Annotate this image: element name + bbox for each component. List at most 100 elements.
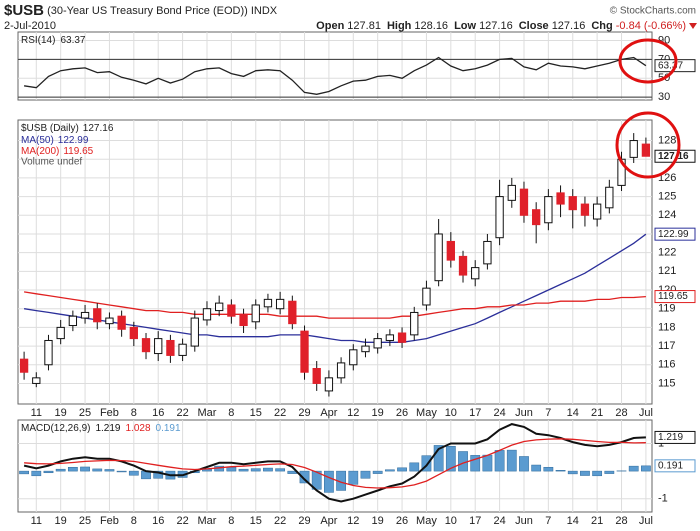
histogram-bar xyxy=(67,466,78,472)
x-tick-label: 19 xyxy=(372,407,384,419)
description: (30-Year US Treasury Bond Price (EOD)) xyxy=(47,5,248,17)
x-tick-label: 12 xyxy=(347,515,359,527)
last-value-label: 1.219 xyxy=(658,432,683,443)
x-tick-label: Jun xyxy=(515,515,533,527)
histogram-bar xyxy=(580,470,590,476)
last-value-label: 122.99 xyxy=(658,229,689,240)
chart-header: $USB (30-Year US Treasury Bond Price (EO… xyxy=(4,2,278,19)
candle-body xyxy=(641,143,651,157)
histogram-bar xyxy=(555,470,566,472)
legend-value: 1.028 xyxy=(126,423,151,434)
histogram-bar xyxy=(628,465,639,472)
last-value-box xyxy=(654,290,696,304)
candle-body xyxy=(312,368,321,384)
histogram-bar xyxy=(324,470,334,493)
last-value-label: 119.65 xyxy=(658,291,688,302)
legend-name: MA(50) xyxy=(21,135,54,146)
candle-body xyxy=(93,308,102,323)
histogram-bar xyxy=(19,470,29,475)
x-tick-label: 22 xyxy=(274,515,286,527)
quote-label: Low xyxy=(454,20,476,32)
candle-body xyxy=(105,317,114,325)
legend-entry: MA(50) 122.99 xyxy=(21,135,89,146)
x-tick-label: 21 xyxy=(591,407,603,419)
candle-body xyxy=(288,300,297,325)
y-tick-label: 125 xyxy=(658,191,676,203)
change-value: -0.84 xyxy=(616,20,641,32)
x-tick-label: Feb xyxy=(100,515,119,527)
x-tick-label: 19 xyxy=(55,407,67,419)
x-tick-label: 19 xyxy=(55,515,67,527)
candle-body xyxy=(410,311,419,336)
x-tick-label: 21 xyxy=(591,515,603,527)
histogram-bar xyxy=(531,464,542,472)
x-tick-label: 19 xyxy=(372,515,384,527)
candle-body xyxy=(300,330,309,373)
credit: © StockCharts.com xyxy=(610,6,696,17)
panel-frame xyxy=(17,419,653,513)
quote-label: Open xyxy=(316,20,344,32)
series-line xyxy=(23,291,646,319)
y-tick-label: 122 xyxy=(658,247,676,259)
candle-body xyxy=(373,338,382,349)
x-tick-label: Jun xyxy=(515,407,533,419)
histogram-bar xyxy=(31,470,42,477)
candle-body xyxy=(556,192,565,205)
x-tick-label: 8 xyxy=(131,407,137,419)
histogram-bar xyxy=(250,468,261,472)
y-tick-label: 30 xyxy=(658,91,670,103)
histogram-bar xyxy=(421,455,432,472)
histogram-bar xyxy=(116,470,127,473)
candle-body xyxy=(117,315,126,330)
candle-body xyxy=(422,287,431,306)
x-tick-label: May xyxy=(416,515,437,527)
plots: 30507090RSI(14)63.3763.37111925Feb81622M… xyxy=(17,31,696,527)
histogram-bar xyxy=(458,451,468,472)
histogram-bar xyxy=(372,470,383,474)
legend-value: 119.65 xyxy=(63,146,93,157)
last-value-label: 127.16 xyxy=(658,151,689,162)
legend: MACD(12,26,9) 1.219 1.028 0.191 xyxy=(21,423,181,434)
histogram-bar xyxy=(238,468,249,472)
x-tick-label: 25 xyxy=(79,515,91,527)
x-tick-label: 29 xyxy=(298,407,310,419)
x-tick-label: 10 xyxy=(445,515,457,527)
candle-body xyxy=(129,326,138,340)
quote-value: 128.16 xyxy=(414,20,448,32)
candle-body xyxy=(397,332,407,343)
x-tick-label: 26 xyxy=(396,407,408,419)
candle-body xyxy=(324,377,334,392)
change-label: Chg xyxy=(591,20,612,32)
histogram-bar xyxy=(263,467,273,472)
last-value-box xyxy=(654,459,696,473)
histogram-bar xyxy=(104,469,115,472)
histogram-bar xyxy=(43,470,54,474)
panel-frame xyxy=(17,119,653,405)
quote-value: 127.16 xyxy=(552,20,586,32)
x-tick-label: May xyxy=(416,407,437,419)
x-tick-label: 12 xyxy=(347,407,359,419)
histogram-bar xyxy=(567,470,578,475)
legend-value: 1.219 xyxy=(95,423,120,434)
candle-body xyxy=(349,349,358,366)
x-tick-label: 16 xyxy=(152,515,164,527)
candle-body xyxy=(483,240,492,265)
candle-body xyxy=(178,343,187,356)
x-tick-label: 11 xyxy=(31,407,42,419)
series-line xyxy=(23,423,646,503)
histogram-bar xyxy=(275,468,286,472)
series-line xyxy=(23,233,647,343)
x-tick-label: Apr xyxy=(320,515,337,527)
histogram-bar xyxy=(80,466,90,472)
legend-title: RSI(14) xyxy=(21,35,55,46)
candle-body xyxy=(239,313,248,327)
x-tick-label: Jul xyxy=(639,407,653,419)
legend-value: 63.37 xyxy=(60,35,85,46)
y-tick-label: 128 xyxy=(658,134,676,146)
candle-body xyxy=(251,304,260,323)
candle-body xyxy=(519,188,529,216)
quote-label: High xyxy=(387,20,412,32)
x-tick-label: 7 xyxy=(545,407,551,419)
histogram-bar xyxy=(409,462,420,472)
